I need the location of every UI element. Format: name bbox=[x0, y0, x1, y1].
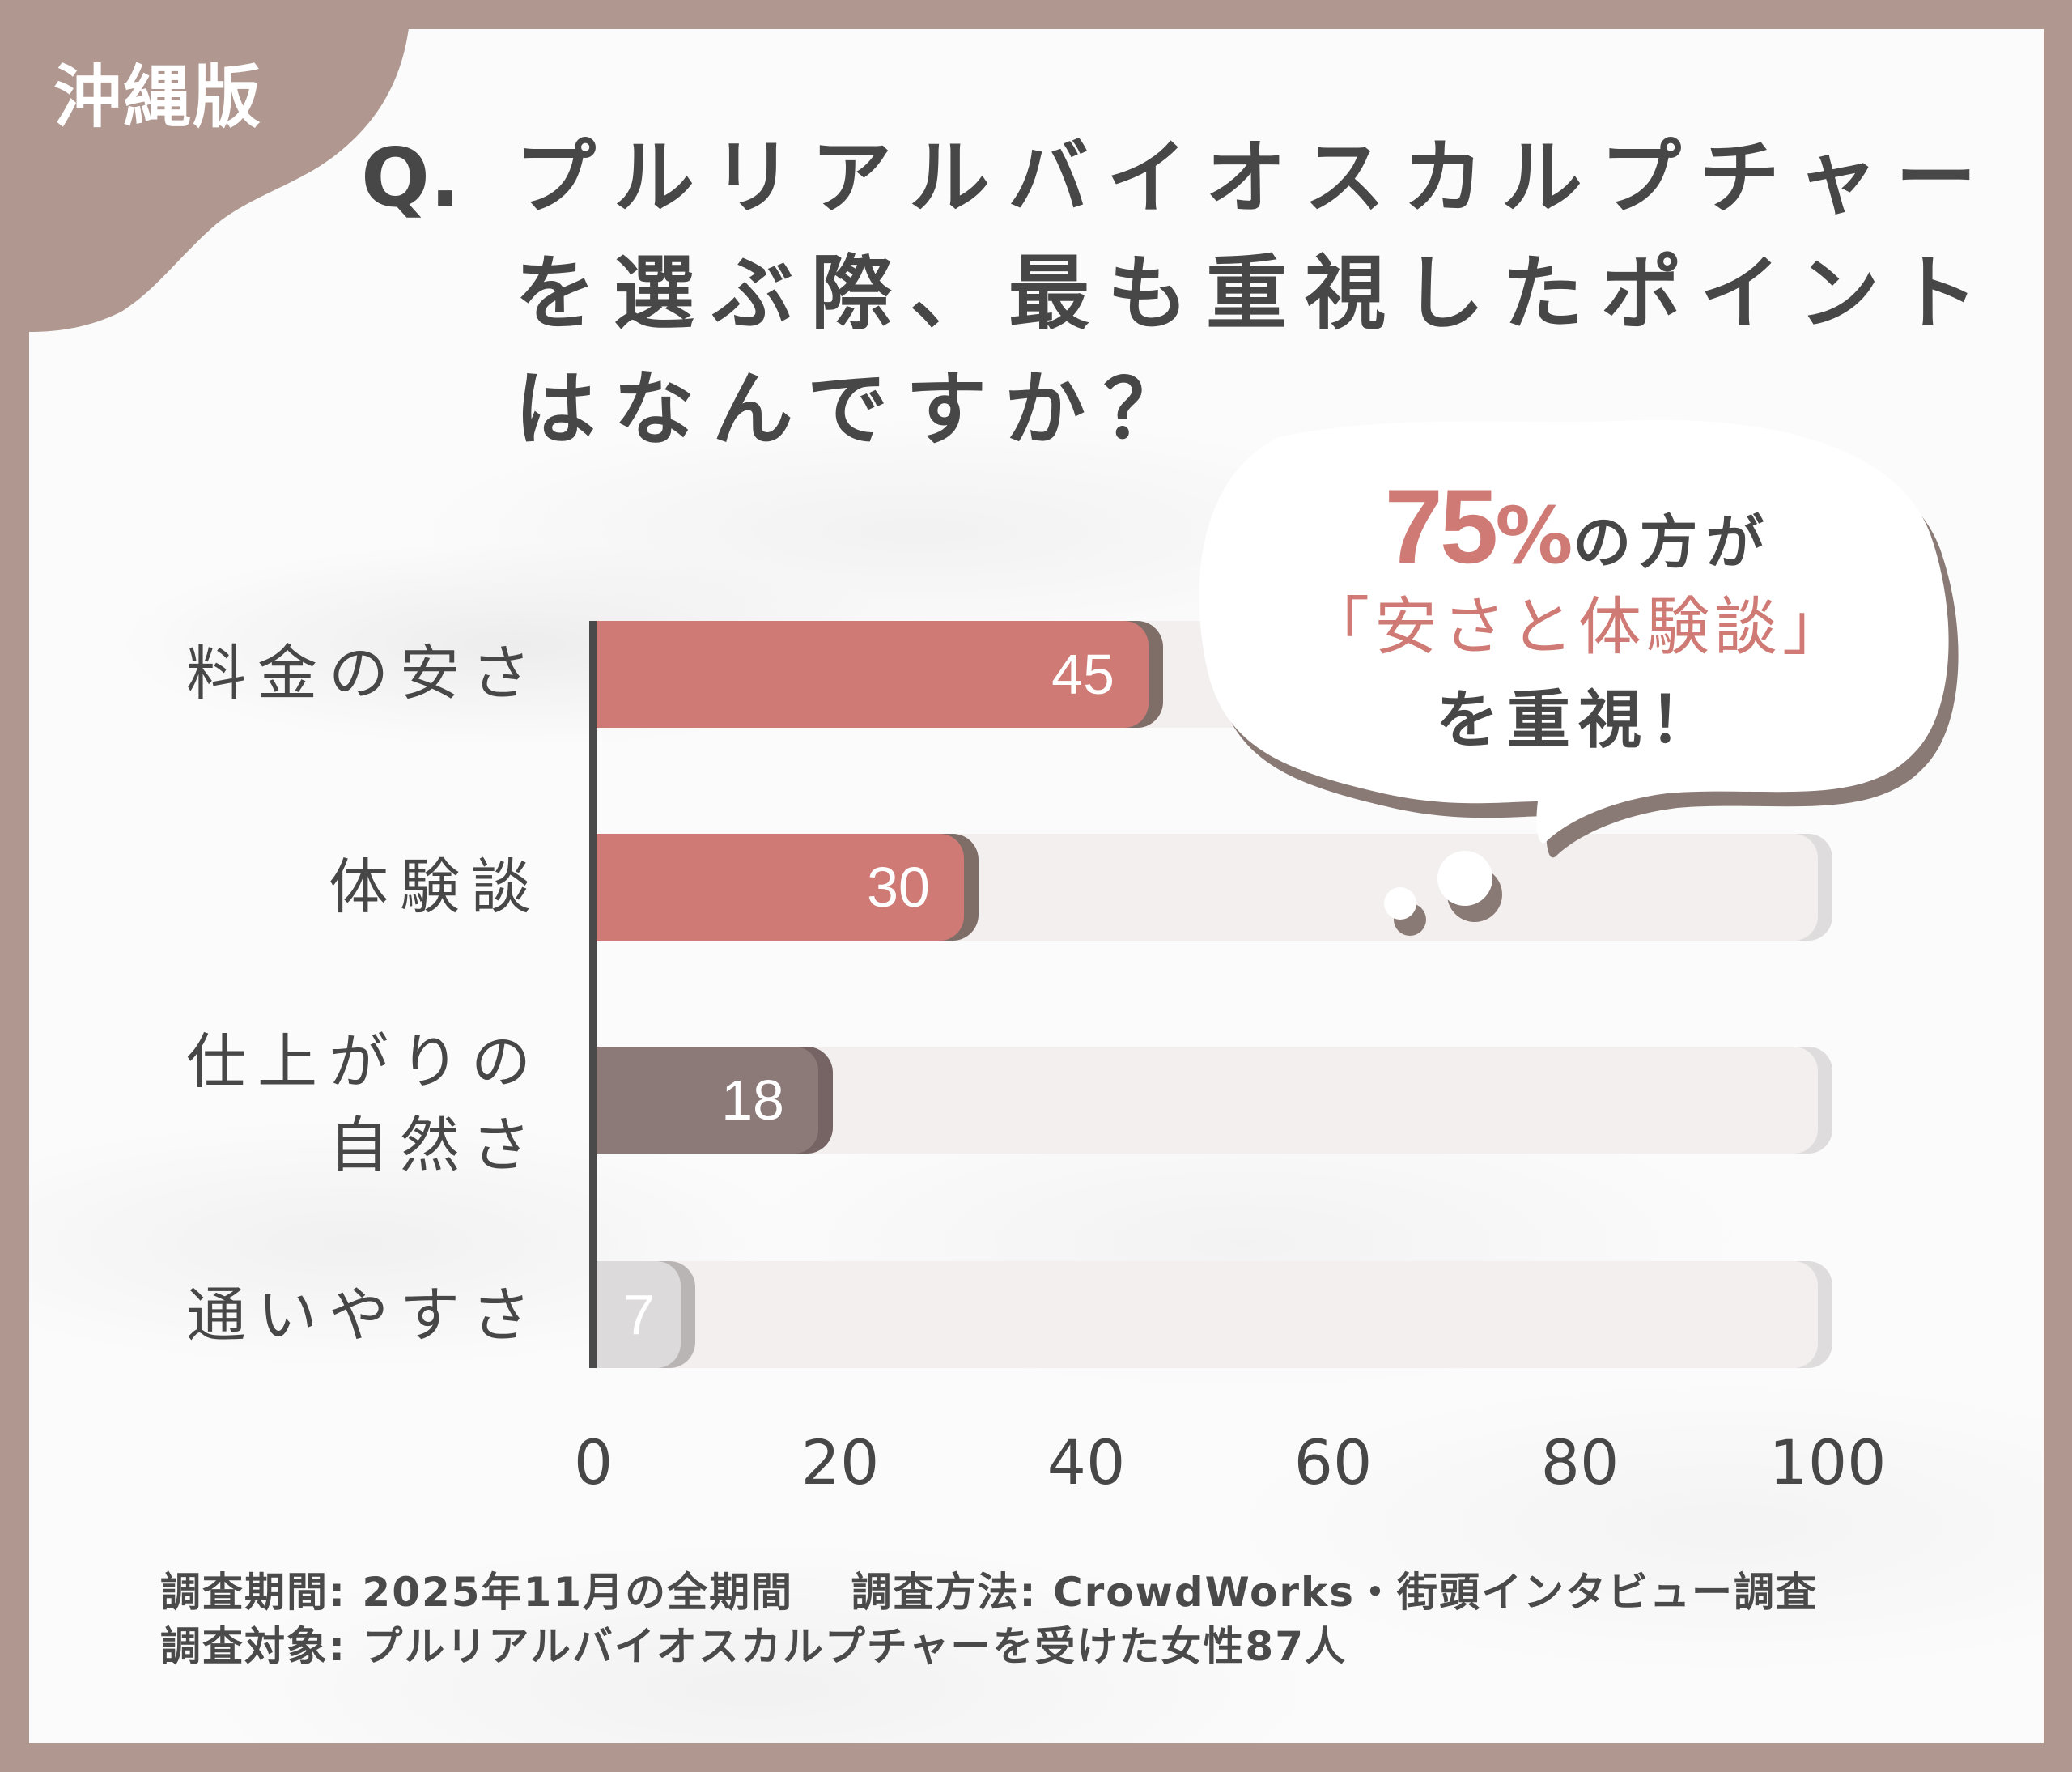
x-tick: 0 bbox=[573, 1426, 614, 1498]
title-line-2: を選ぶ際、最も重視したポイント bbox=[515, 246, 1996, 341]
x-tick: 100 bbox=[1768, 1426, 1887, 1498]
row-label-access: 通いやすさ bbox=[186, 1281, 542, 1350]
bar-reviews: 30 bbox=[597, 834, 979, 941]
bar-track bbox=[597, 1261, 1832, 1368]
survey-period-method: 調査期間: 2025年11月の全期間 調査方法: CrowdWorks・街頭イン… bbox=[160, 1569, 1819, 1616]
corner-ribbon-shape bbox=[0, 0, 411, 348]
title-line-1: プルリアルバイオスカルプチャー bbox=[515, 130, 1994, 225]
bar-price: 45 bbox=[597, 621, 1163, 728]
bar-natural-finish: 18 bbox=[597, 1047, 833, 1154]
row-label-reviews: 体験談 bbox=[329, 852, 542, 922]
y-axis-line bbox=[589, 621, 597, 1368]
x-tick: 40 bbox=[1047, 1426, 1126, 1498]
callout-line-2: 「安さと体験談」 bbox=[1306, 591, 1850, 664]
callout-percent: 75 bbox=[1384, 467, 1499, 585]
bar-value: 18 bbox=[721, 1069, 784, 1132]
x-tick: 60 bbox=[1293, 1426, 1373, 1498]
bar-value: 30 bbox=[867, 856, 930, 919]
bar-value: 45 bbox=[1051, 643, 1115, 706]
page-title: プルリアルバイオスカルプチャー を選ぶ際、最も重視したポイント はなんですか？ bbox=[515, 130, 1996, 477]
survey-target: 調査対象: プルリアルバイオスカルプチャーを受けた女性87人 bbox=[160, 1623, 1347, 1670]
bar-access: 7 bbox=[597, 1261, 695, 1368]
callout-line-3: を重視！ bbox=[1435, 684, 1721, 757]
row-label-price: 料金の安さ bbox=[186, 639, 542, 708]
callout-line-1: 75%の方が bbox=[1202, 474, 1955, 611]
callout-percent-sign: % bbox=[1495, 491, 1573, 581]
edition-label: 沖縄版 bbox=[53, 57, 263, 137]
x-tick: 80 bbox=[1540, 1426, 1620, 1498]
question-prefix: Q. bbox=[361, 130, 461, 225]
bar-value: 7 bbox=[623, 1283, 655, 1346]
title-line-3: はなんですか？ bbox=[515, 362, 1202, 457]
callout-suffix: の方が bbox=[1573, 508, 1773, 576]
row-label-natural-finish-line2: 自然さ bbox=[329, 1111, 542, 1180]
x-tick: 20 bbox=[800, 1426, 880, 1498]
row-label-natural-finish-line1: 仕上がりの bbox=[186, 1027, 542, 1097]
speech-bubble bbox=[1199, 419, 1959, 936]
